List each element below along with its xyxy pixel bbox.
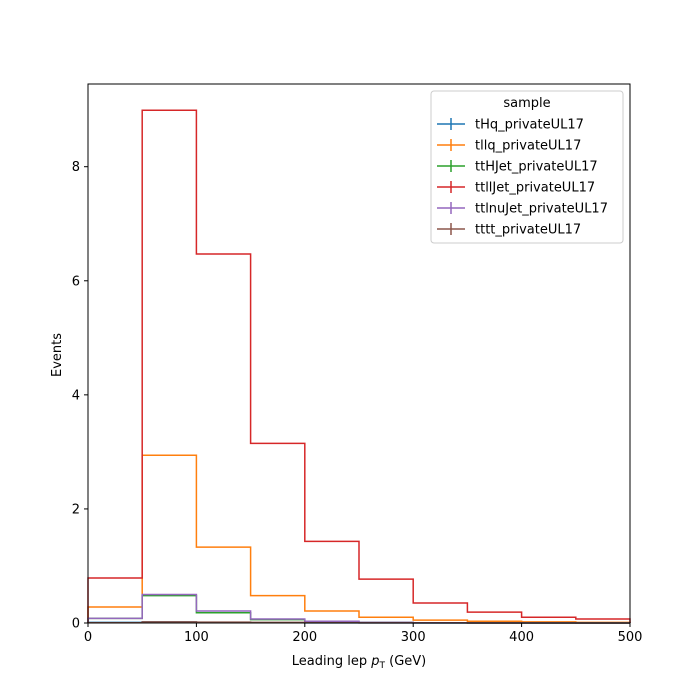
legend-entry-tllq-privateul17: tllq_privateUL17: [437, 139, 581, 154]
legend-box: [430, 90, 624, 244]
legend-entry-ttlnujet-privateul17: ttlnuJet_privateUL17: [437, 202, 608, 217]
legend-entry-tttt-privateul17: tttt_privateUL17: [437, 223, 581, 238]
legend-label: ttllJet_privateUL17: [475, 181, 595, 196]
x-axis-label: Leading lep pT (GeV): [292, 654, 426, 671]
x-tick-label: 0: [84, 630, 92, 645]
legend-label: tttt_privateUL17: [475, 223, 581, 238]
y-tick-label: 6: [72, 274, 80, 289]
y-axis: 0 2 4 6 8: [72, 160, 88, 632]
legend-entry-thq-privateul17: tHq_privateUL17: [437, 118, 584, 133]
series-line-tllq-privateul17: [87, 454, 631, 624]
legend-entry-tthjet-privateul17: ttHJet_privateUL17: [437, 160, 598, 175]
legend-title: sample: [503, 96, 550, 111]
y-tick-label: 8: [72, 160, 80, 175]
x-tick-label: 100: [184, 630, 209, 645]
y-tick-label: 4: [72, 388, 80, 403]
legend-label: tllq_privateUL17: [475, 139, 581, 154]
legend-label: tHq_privateUL17: [475, 118, 584, 133]
series-line-ttlljet-privateul17: [87, 109, 631, 623]
legend-label: ttHJet_privateUL17: [475, 160, 598, 175]
y-tick-label: 0: [72, 617, 80, 632]
plot-frame: [87, 83, 631, 624]
x-tick-label: 400: [509, 630, 534, 645]
x-tick-label: 300: [401, 630, 426, 645]
x-tick-label: 500: [618, 630, 643, 645]
legend-entry-ttlljet-privateul17: ttllJet_privateUL17: [437, 181, 595, 196]
x-tick-label: 200: [292, 630, 317, 645]
legend-label: ttlnuJet_privateUL17: [475, 202, 608, 217]
legend: sample tHq_privateUL17 tllq_privateUL17tt…: [430, 90, 624, 244]
y-tick-label: 2: [72, 502, 80, 517]
y-axis-label: Events: [50, 333, 65, 377]
legend-entries: tHq_privateUL17 tllq_privateUL17 ttHJet_pr…: [437, 118, 608, 238]
x-axis: 0 100 200 300 400 500: [84, 623, 643, 645]
